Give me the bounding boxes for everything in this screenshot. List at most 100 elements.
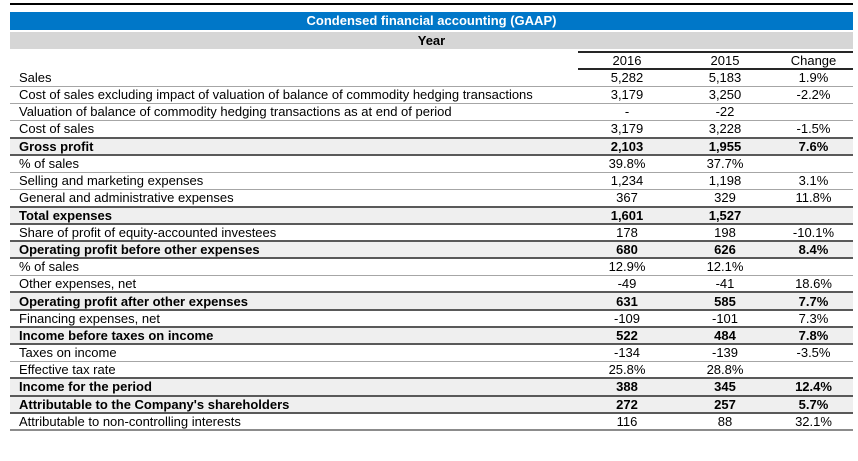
value-2016: 116 — [578, 412, 676, 431]
value-2015: -22 — [676, 103, 774, 122]
top-rule — [10, 3, 853, 5]
row-label: Attributable to non-controlling interest… — [10, 412, 578, 431]
table-row: Valuation of balance of commodity hedgin… — [10, 103, 853, 122]
value-2016: 39.8% — [578, 154, 676, 173]
value-change: 18.6% — [774, 275, 853, 293]
value-2015: 585 — [676, 291, 774, 311]
column-header-2015: 2015 — [676, 51, 774, 70]
table-row: Cost of sales 3,179 3,228 -1.5% — [10, 120, 853, 139]
value-2015: 626 — [676, 239, 774, 260]
value-change: 8.4% — [774, 239, 853, 260]
value-2015: 1,527 — [676, 205, 774, 225]
table-row: Operating profit after other expenses 63… — [10, 291, 853, 311]
year-bar: Year — [10, 32, 853, 49]
table-row: % of sales 12.9% 12.1% — [10, 258, 853, 276]
value-change: 11.8% — [774, 189, 853, 208]
value-2016: 1,601 — [578, 205, 676, 225]
table-row: Other expenses, net -49 -41 18.6% — [10, 275, 853, 293]
value-change: 3.1% — [774, 172, 853, 190]
value-2015: 28.8% — [676, 361, 774, 379]
value-2015: 257 — [676, 394, 774, 414]
row-label: % of sales — [10, 154, 578, 173]
value-2015: 3,228 — [676, 120, 774, 139]
value-2015: 484 — [676, 325, 774, 346]
column-header-change: Change — [774, 51, 853, 70]
value-2015: -139 — [676, 344, 774, 362]
column-header-row: 2016 2015 Change — [10, 51, 853, 70]
row-label: Share of profit of equity-accounted inve… — [10, 223, 578, 242]
table-row: Gross profit 2,103 1,955 7.6% — [10, 136, 853, 156]
table-row: Operating profit before other expenses 6… — [10, 239, 853, 260]
value-2015: 88 — [676, 412, 774, 431]
financial-table: 2016 2015 Change Sales 5,282 5,183 1.9% … — [10, 51, 853, 431]
row-label: % of sales — [10, 258, 578, 276]
value-change: 7.8% — [774, 325, 853, 346]
row-label: Selling and marketing expenses — [10, 172, 578, 190]
value-2016: -49 — [578, 275, 676, 293]
value-2016: 12.9% — [578, 258, 676, 276]
value-2016: 1,234 — [578, 172, 676, 190]
value-change — [774, 205, 853, 225]
value-change — [774, 103, 853, 122]
row-label: Financing expenses, net — [10, 309, 578, 328]
table-row: Total expenses 1,601 1,527 — [10, 205, 853, 225]
row-label: Other expenses, net — [10, 275, 578, 293]
value-2015: -41 — [676, 275, 774, 293]
value-2016: -134 — [578, 344, 676, 362]
value-2015: 198 — [676, 223, 774, 242]
value-2016: 367 — [578, 189, 676, 208]
value-2016: 522 — [578, 325, 676, 346]
row-label: Cost of sales — [10, 120, 578, 139]
row-label: Operating profit after other expenses — [10, 291, 578, 311]
value-2016: - — [578, 103, 676, 122]
value-change: 7.3% — [774, 309, 853, 328]
value-2015: 329 — [676, 189, 774, 208]
value-change — [774, 258, 853, 276]
value-2016: 631 — [578, 291, 676, 311]
value-change: 1.9% — [774, 69, 853, 87]
value-2016: 3,179 — [578, 86, 676, 104]
value-change: -1.5% — [774, 120, 853, 139]
value-2016: 2,103 — [578, 136, 676, 156]
value-change: 32.1% — [774, 412, 853, 431]
value-change — [774, 361, 853, 379]
value-change: -3.5% — [774, 344, 853, 362]
value-change: -2.2% — [774, 86, 853, 104]
row-label: Effective tax rate — [10, 361, 578, 379]
value-2015: 3,250 — [676, 86, 774, 104]
value-2016: 5,282 — [578, 69, 676, 87]
value-2016: 25.8% — [578, 361, 676, 379]
table-row: Sales 5,282 5,183 1.9% — [10, 69, 853, 87]
table-row: % of sales 39.8% 37.7% — [10, 154, 853, 173]
row-label: Taxes on income — [10, 344, 578, 362]
row-label: General and administrative expenses — [10, 189, 578, 208]
value-2015: -101 — [676, 309, 774, 328]
table-row: Attributable to the Company's shareholde… — [10, 394, 853, 414]
row-label: Income before taxes on income — [10, 325, 578, 346]
row-label: Operating profit before other expenses — [10, 239, 578, 260]
row-label: Income for the period — [10, 377, 578, 397]
value-2015: 345 — [676, 377, 774, 397]
table-header: 2016 2015 Change — [10, 51, 853, 70]
value-change: 5.7% — [774, 394, 853, 414]
value-change: -10.1% — [774, 223, 853, 242]
row-label: Gross profit — [10, 136, 578, 156]
value-2016: 680 — [578, 239, 676, 260]
table-body: Sales 5,282 5,183 1.9% Cost of sales exc… — [10, 69, 853, 431]
value-2015: 12.1% — [676, 258, 774, 276]
column-header-empty — [10, 52, 578, 69]
value-change: 7.6% — [774, 136, 853, 156]
value-change: 7.7% — [774, 291, 853, 311]
value-change — [774, 154, 853, 173]
value-2016: -109 — [578, 309, 676, 328]
value-2015: 1,955 — [676, 136, 774, 156]
table-row: Attributable to non-controlling interest… — [10, 412, 853, 431]
column-header-2016: 2016 — [578, 51, 676, 70]
row-label: Sales — [10, 69, 578, 87]
title-bar: Condensed financial accounting (GAAP) — [10, 12, 853, 30]
value-2016: 178 — [578, 223, 676, 242]
table-row: Income before taxes on income 522 484 7.… — [10, 325, 853, 346]
table-row: Cost of sales excluding impact of valuat… — [10, 86, 853, 104]
year-label: Year — [417, 33, 446, 48]
table-row: Selling and marketing expenses 1,234 1,1… — [10, 172, 853, 190]
